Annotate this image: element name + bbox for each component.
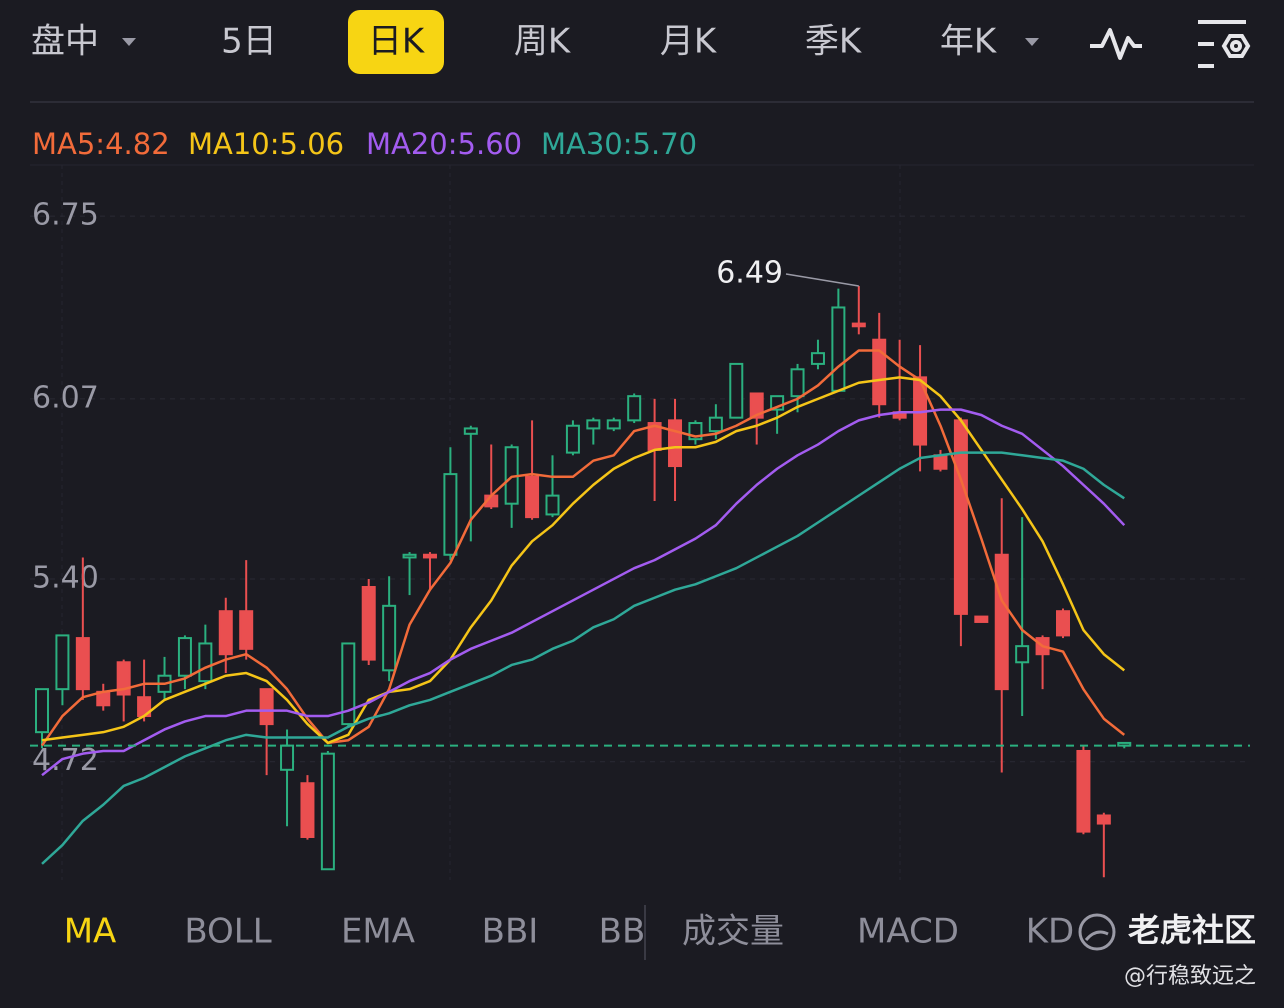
dropdown-caret[interactable]: [1025, 38, 1039, 46]
candle-body: [565, 424, 580, 454]
candle-body: [463, 427, 478, 435]
y-tick-label: 6.75: [32, 198, 99, 233]
legend-entry: MA10:5.06: [188, 127, 344, 161]
tab[interactable]: 季K: [805, 22, 863, 62]
candle-body: [586, 419, 601, 430]
watermark-brand: 老虎社区: [1128, 911, 1256, 949]
candle-body: [1096, 814, 1111, 825]
candle-body: [341, 642, 356, 726]
candle-body: [627, 395, 642, 422]
candle-body: [116, 661, 131, 696]
candle-body: [218, 610, 233, 656]
tab[interactable]: 月K: [660, 22, 718, 62]
candle-body: [382, 604, 397, 672]
legend-entry: MA20:5.60: [366, 127, 522, 161]
candle-body: [933, 454, 948, 470]
candle-body: [545, 494, 560, 516]
settings-icon[interactable]: [1198, 20, 1251, 68]
tab[interactable]: 日K: [368, 22, 426, 62]
candle-body: [872, 338, 887, 406]
candle-body: [320, 752, 335, 871]
tab[interactable]: 盘中: [31, 22, 99, 62]
candle-body: [280, 744, 295, 771]
candle-body: [259, 688, 274, 726]
candle-body: [851, 322, 866, 328]
candle-body: [994, 553, 1009, 691]
y-tick-label: 5.40: [32, 560, 99, 595]
candle-body: [790, 368, 805, 398]
candle-body: [708, 416, 723, 433]
ma-line: [41, 451, 1125, 865]
candle-body: [55, 634, 70, 691]
indicator-tab[interactable]: EMA: [341, 912, 415, 952]
candle-body: [525, 475, 540, 519]
sub-indicator-tab[interactable]: KD: [1026, 912, 1074, 952]
candle-body: [443, 473, 458, 556]
dropdown-caret[interactable]: [122, 38, 136, 46]
y-tick-label: 6.07: [32, 380, 99, 415]
annotation: 6.49: [716, 255, 783, 290]
candle-body: [749, 392, 764, 419]
legend-entry: MA5:4.82: [32, 127, 170, 161]
candle-body: [729, 362, 744, 419]
candle-body: [606, 419, 621, 430]
candle-body: [668, 419, 683, 468]
tab[interactable]: 年K: [940, 22, 998, 62]
watermark-user: @行稳致远之: [1124, 964, 1256, 989]
candle-body: [831, 306, 846, 392]
ma-line: [40, 349, 1126, 747]
candle-body: [1076, 749, 1091, 833]
tab[interactable]: 5日: [221, 22, 277, 62]
candle-body: [361, 586, 376, 661]
tab-highlight[interactable]: [348, 10, 444, 74]
candle-body: [1056, 610, 1070, 637]
candle-body: [300, 782, 315, 838]
annotation-leader: [785, 273, 859, 287]
line-chart-icon[interactable]: [1090, 28, 1142, 60]
candle-body: [1015, 645, 1030, 664]
indicator-tab[interactable]: BBI: [482, 912, 539, 952]
candle-body: [35, 688, 49, 734]
y-tick-label: 4.72: [32, 743, 99, 778]
sub-indicator-tab[interactable]: 成交量: [682, 912, 784, 952]
indicator-tab[interactable]: BOLL: [184, 912, 271, 952]
legend-entry: MA30:5.70: [541, 127, 697, 161]
indicator-tab[interactable]: MA: [64, 912, 117, 952]
sub-indicator-tab[interactable]: MACD: [857, 912, 959, 952]
candle-body: [810, 352, 825, 365]
candle-body: [953, 419, 968, 615]
candle-body: [402, 553, 417, 559]
ma-line: [41, 408, 1126, 777]
candle-body: [974, 615, 989, 623]
candle-body: [75, 637, 90, 691]
indicator-tab[interactable]: BB: [599, 912, 646, 952]
watermark-icon: [1078, 913, 1116, 951]
candle-body: [422, 553, 437, 559]
candle-body: [198, 642, 213, 683]
candle-body: [177, 637, 192, 677]
tab[interactable]: 周K: [514, 22, 572, 62]
candle-body: [239, 610, 254, 650]
ma-line: [41, 376, 1126, 745]
